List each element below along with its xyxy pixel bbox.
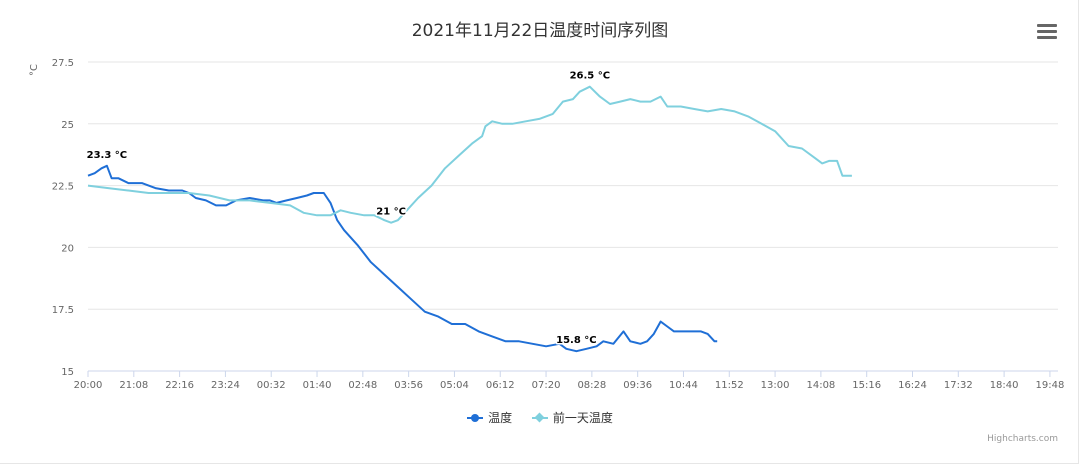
series-lines (87, 85, 852, 353)
x-tick-label: 11:52 (715, 380, 744, 391)
data-label: 26.5 °C (570, 71, 611, 82)
legend-item-series-1[interactable]: 前一天温度 (531, 409, 613, 426)
x-tick-label: 17:32 (944, 380, 973, 391)
y-tick-label: 20 (61, 243, 74, 254)
circle-marker-icon (467, 412, 484, 424)
chart-title: 2021年11月22日温度时间序列图 (411, 21, 669, 41)
data-labels: 23.3 °C 15.8 °C 21 °C 26.5 °C (85, 69, 611, 348)
x-tick-label: 01:40 (303, 380, 332, 391)
y-axis-ticks: 15 17.5 20 22.5 25 27.5 (52, 58, 74, 378)
credits-link[interactable]: Highcharts.com (987, 434, 1058, 444)
legend-item-series-0[interactable]: 温度 (467, 409, 512, 426)
y-axis-title: °C (29, 64, 40, 76)
x-tick-label: 23:24 (211, 380, 240, 391)
x-tick-label: 08:28 (577, 380, 606, 391)
legend: 温度 前一天温度 (0, 409, 1080, 427)
hamburger-menu-icon[interactable] (1035, 22, 1059, 44)
x-tick-label: 00:32 (257, 380, 286, 391)
x-tick-label: 21:08 (119, 380, 148, 391)
y-tick-label: 27.5 (52, 58, 74, 69)
x-tick-label: 10:44 (669, 380, 698, 391)
y-tick-label: 22.5 (52, 182, 74, 193)
y-tick-label: 17.5 (52, 305, 74, 316)
x-tick-label: 16:24 (898, 380, 927, 391)
x-tick-label: 13:00 (761, 380, 790, 391)
series-line-0[interactable] (87, 164, 718, 353)
x-tick-label: 06:12 (486, 380, 515, 391)
x-tick-label: 07:20 (532, 380, 561, 391)
data-label: 15.8 °C (556, 335, 597, 346)
x-axis-ticks: 20:00 21:08 22:16 23:24 00:32 01:40 02:48 03:56… (74, 371, 1065, 391)
data-label: 21 °C (376, 207, 406, 218)
legend-label: 温度 (488, 411, 513, 425)
plot-area: °C 15 17.5 20 22.5 25 27.5 20:00 21:08 22:16 23:… (29, 58, 1065, 391)
grid-lines (88, 61, 1058, 372)
data-label: 23.3 °C (87, 150, 128, 161)
y-tick-label: 15 (61, 367, 74, 378)
x-tick-label: 14:08 (806, 380, 835, 391)
x-tick-label: 05:04 (440, 380, 469, 391)
x-tick-label: 20:00 (74, 380, 103, 391)
legend-label: 前一天温度 (552, 411, 613, 425)
x-tick-label: 15:16 (852, 380, 881, 391)
x-tick-label: 18:40 (990, 380, 1019, 391)
series-line-1[interactable] (87, 85, 852, 224)
x-tick-label: 22:16 (165, 380, 194, 391)
diamond-marker-icon (531, 412, 548, 424)
x-tick-label: 02:48 (348, 380, 377, 391)
x-tick-label: 19:48 (1036, 380, 1065, 391)
x-tick-label: 03:56 (394, 380, 423, 391)
y-tick-label: 25 (61, 120, 74, 131)
x-tick-label: 09:36 (623, 380, 652, 391)
